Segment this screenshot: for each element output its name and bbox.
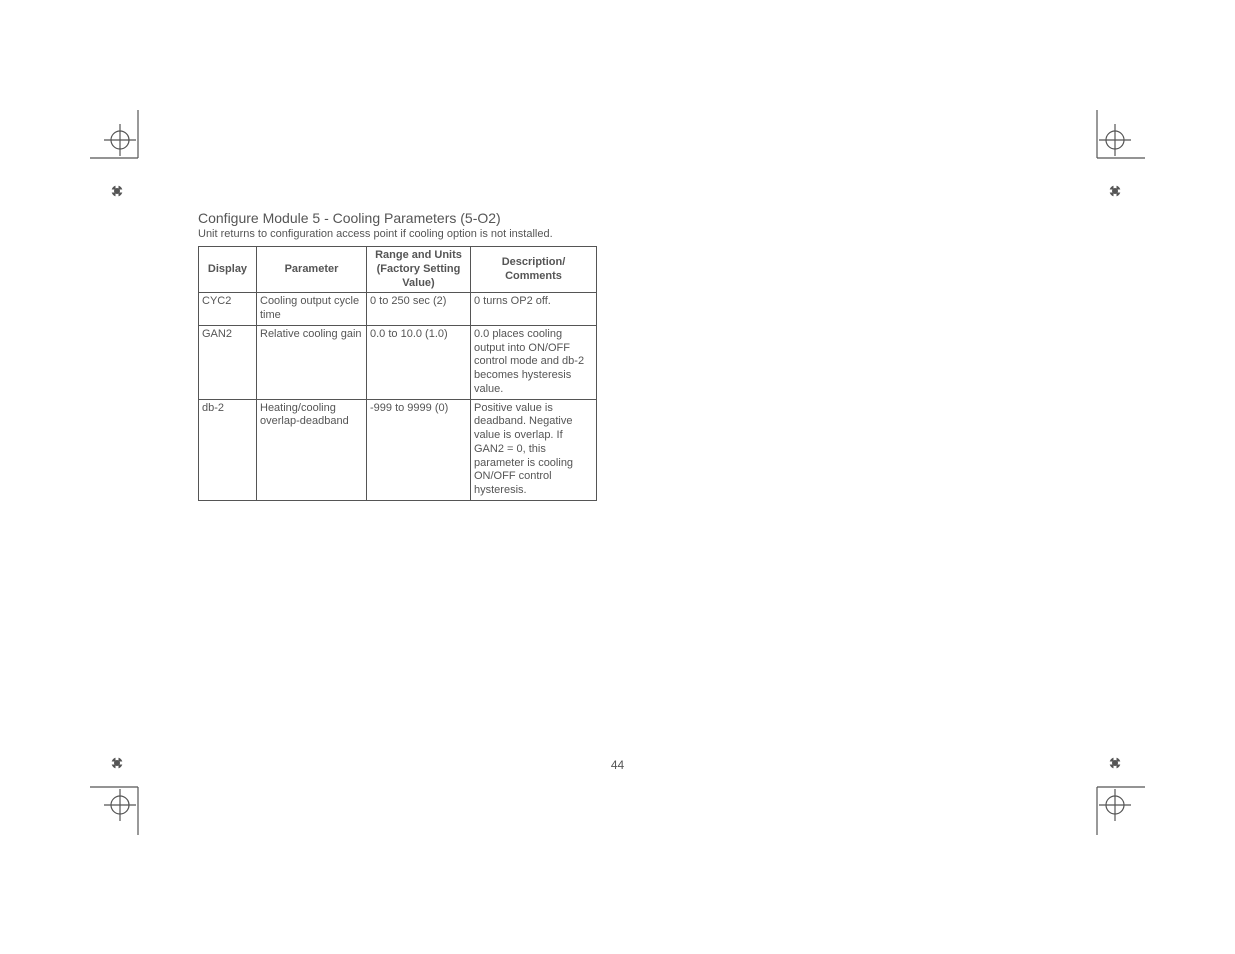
section-subtitle: Unit returns to configuration access poi… [198,228,618,240]
table-row: GAN2 Relative cooling gain 0.0 to 10.0 (… [199,325,597,399]
cell-parameter: Cooling output cycle time [257,293,367,326]
cell-description: 0 turns OP2 off. [471,293,597,326]
cell-display: GAN2 [199,325,257,399]
cell-parameter: Relative cooling gain [257,325,367,399]
cell-parameter: Heating/cooling overlap-deadband [257,399,367,500]
crop-mark-bottom-left [90,775,150,835]
col-range: Range and Units (Factory Setting Value) [367,247,471,293]
cell-display: db-2 [199,399,257,500]
registration-dot-top-left [110,184,124,198]
parameters-table: Display Parameter Range and Units (Facto… [198,246,597,501]
cell-range: -999 to 9999 (0) [367,399,471,500]
crop-mark-bottom-right [1085,775,1145,835]
col-description: Description/ Comments [471,247,597,293]
cell-range: 0 to 250 sec (2) [367,293,471,326]
cell-range: 0.0 to 10.0 (1.0) [367,325,471,399]
registration-dot-bottom-left [110,756,124,770]
col-parameter: Parameter [257,247,367,293]
cell-description: Positive value is deadband. Negative val… [471,399,597,500]
registration-dot-top-right [1108,184,1122,198]
cell-display: CYC2 [199,293,257,326]
crop-mark-top-left [90,110,150,170]
table-header-row: Display Parameter Range and Units (Facto… [199,247,597,293]
cell-description: 0.0 places cooling output into ON/OFF co… [471,325,597,399]
table-row: CYC2 Cooling output cycle time 0 to 250 … [199,293,597,326]
content-area: Configure Module 5 - Cooling Parameters … [198,210,618,501]
crop-mark-top-right [1085,110,1145,170]
registration-dot-bottom-right [1108,756,1122,770]
page-number: 44 [0,758,1235,772]
table-row: db-2 Heating/cooling overlap-deadband -9… [199,399,597,500]
section-title: Configure Module 5 - Cooling Parameters … [198,210,618,226]
col-display: Display [199,247,257,293]
